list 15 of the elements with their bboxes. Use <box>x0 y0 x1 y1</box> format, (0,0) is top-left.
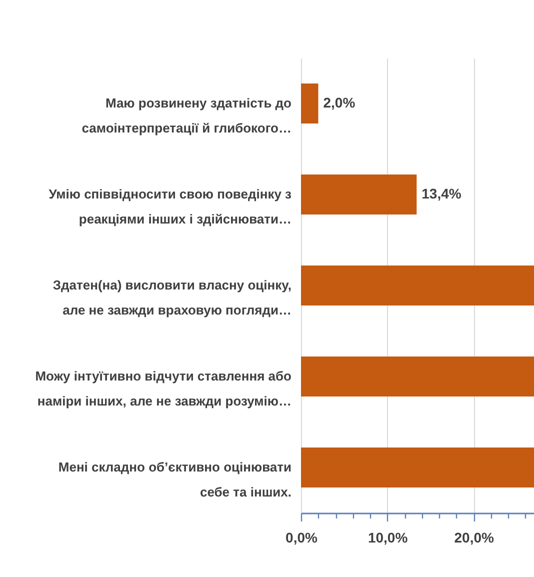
y-tick-label: Здатен(на) висловити власну оцінку, але не завжди враховую погляди… <box>52 278 292 318</box>
data-label: 13,4% <box>422 186 462 202</box>
y-tick-label: Маю розвинену здатність до самоінтерпретації й глибокого… <box>82 96 292 136</box>
bar <box>301 83 318 124</box>
x-tick-label: 0,0% <box>286 530 318 546</box>
data-label: 2,0% <box>323 94 356 110</box>
y-tick-label: Можу інтуїтивно відчути ставлення або наміри інших, але не завжди розумію… <box>35 368 292 408</box>
bar <box>301 447 534 488</box>
x-tick-label: 20,0% <box>454 530 494 546</box>
bar <box>301 265 534 306</box>
bar <box>301 174 417 215</box>
y-tick-label: Умію співвідносити свою поведінку з реакціями інших і здійснювати… <box>48 186 292 226</box>
bar <box>301 356 534 397</box>
y-tick-label: Мені складно об’єктивно оцінювати себе та інших. <box>58 460 292 500</box>
x-tick-label: 10,0% <box>368 530 408 546</box>
